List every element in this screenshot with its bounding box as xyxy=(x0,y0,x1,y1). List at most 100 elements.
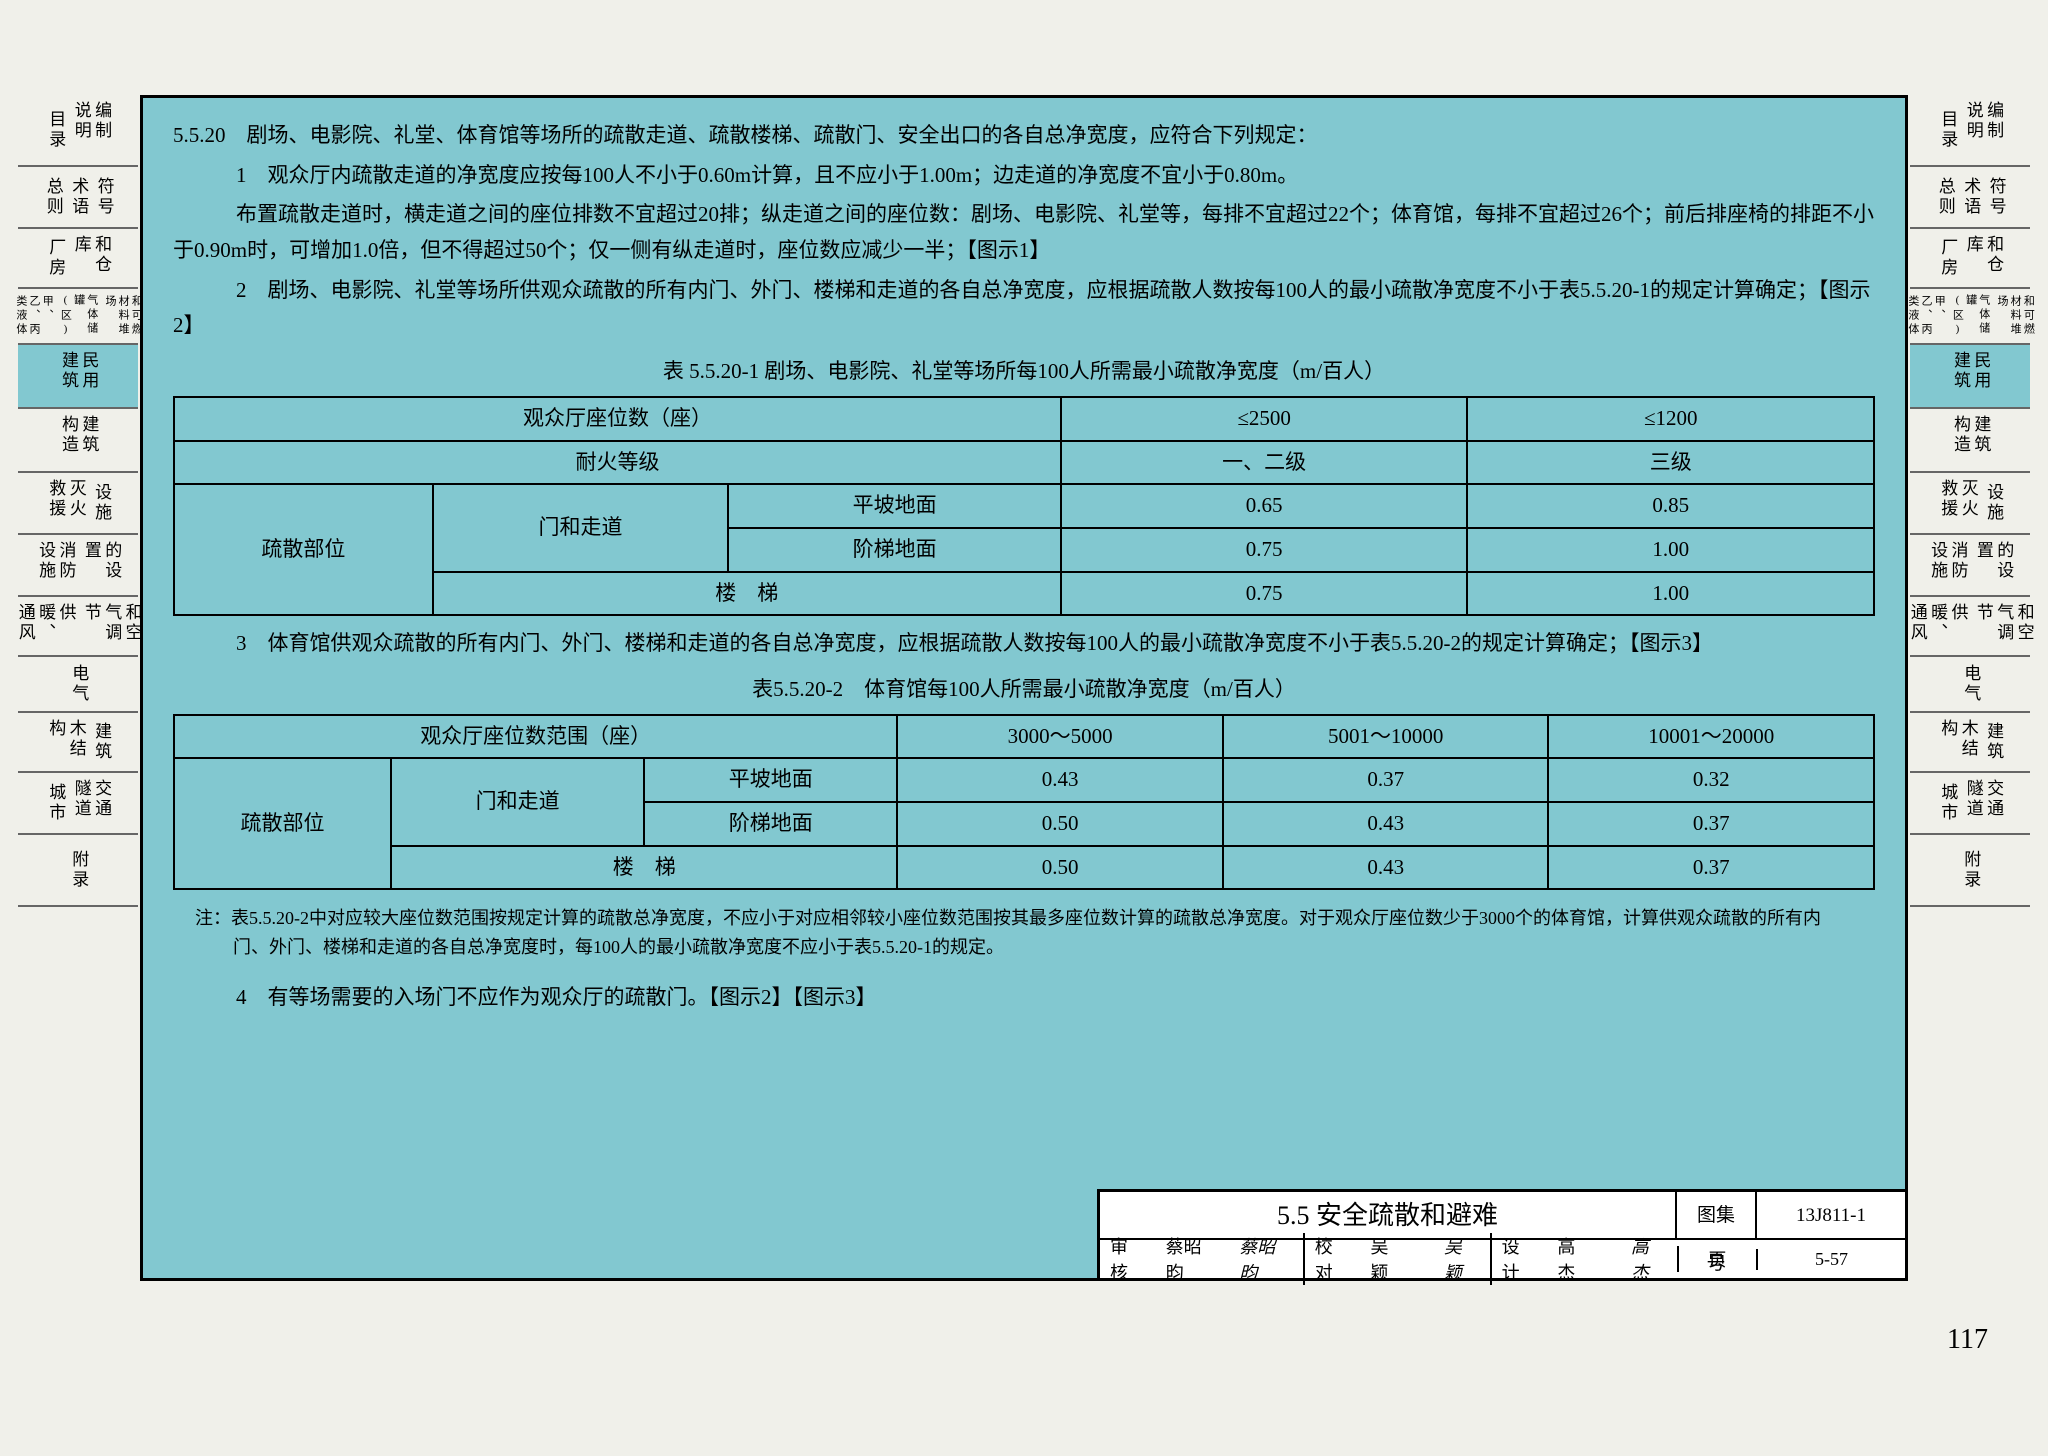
sidebar-tab-10[interactable]: 木结构建筑 xyxy=(1910,713,2030,773)
sidebar-tab-text: 术语 xyxy=(68,177,88,217)
t2-c1: 3000～5000 xyxy=(897,715,1223,759)
t2-seats-header: 观众厅座位数范围（座） xyxy=(174,715,897,759)
design-sig: 高杰 xyxy=(1621,1233,1677,1285)
sidebar-tab-7[interactable]: 消防设施的设置 xyxy=(1910,535,2030,597)
sidebar-tab-text: 厂房 xyxy=(1937,238,1957,278)
sidebar-tab-text: 总则 xyxy=(1934,177,1954,217)
right-sidebar: 目录编制说明总则术语符号厂房和仓库甲、乙、丙类液体气体储罐(区)和可燃材料堆场民… xyxy=(1910,95,2030,1276)
sidebar-tab-text: 灭火救援 xyxy=(1937,479,1978,527)
sidebar-tab-text: 建筑构造 xyxy=(58,415,99,465)
sidebar-tab-6[interactable]: 灭火救援设施 xyxy=(1910,473,2030,535)
sidebar-tab-2[interactable]: 厂房和仓库 xyxy=(18,229,138,289)
sidebar-tab-3[interactable]: 甲、乙、丙类液体气体储罐(区)和可燃材料堆场 xyxy=(18,289,138,345)
sidebar-tab-text: 供暖、通风 xyxy=(1906,603,1967,649)
proof-label: 校对 xyxy=(1303,1233,1361,1285)
sidebar-tab-text: 设施 xyxy=(1983,483,2003,523)
sidebar-tab-5[interactable]: 建筑构造 xyxy=(18,409,138,473)
sidebar-tab-0[interactable]: 目录编制说明 xyxy=(1910,95,2030,167)
sidebar-tab-text: 的设置 xyxy=(1973,541,2014,589)
t1-r2c1: 0.75 xyxy=(1061,528,1468,572)
sidebar-tab-text: 编制说明 xyxy=(1962,101,2003,159)
para-5520: 5.5.20 剧场、电影院、礼堂、体育馆等场所的疏散走道、疏散楼梯、疏散门、安全… xyxy=(173,118,1875,154)
t1-evac: 疏散部位 xyxy=(174,484,433,615)
sidebar-tab-9[interactable]: 电气 xyxy=(18,657,138,713)
sidebar-tab-text: 气体储罐(区) xyxy=(1950,294,1990,338)
t2-stairfloor: 阶梯地面 xyxy=(644,802,897,846)
content-body: 5.5.20 剧场、电影院、礼堂、体育馆等场所的疏散走道、疏散楼梯、疏散门、安全… xyxy=(143,98,1905,1030)
sidebar-tab-7[interactable]: 消防设施的设置 xyxy=(18,535,138,597)
sidebar-tab-8[interactable]: 供暖、通风和空气调节 xyxy=(1910,597,2030,657)
proof-name: 吴 颖 xyxy=(1360,1233,1434,1285)
sidebar-tab-text: 设施 xyxy=(91,483,111,523)
page-no: 5-57 xyxy=(1756,1249,1905,1270)
sidebar-tab-text: 供暖、通风 xyxy=(14,603,75,649)
sidebar-tab-text: 和空气调节 xyxy=(1973,603,2034,649)
t2-r1-2: 0.32 xyxy=(1548,758,1874,802)
sidebar-tab-text: 和仓库 xyxy=(70,235,111,281)
t1-f1: 一、二级 xyxy=(1061,441,1468,485)
page-label: 页 xyxy=(1677,1246,1757,1272)
table2-note: 注：表5.5.20-2中对应较大座位数范围按规定计算的疏散总净宽度，不应小于对应… xyxy=(173,900,1875,966)
sidebar-tab-text: 和可燃材料堆场 xyxy=(1995,295,2035,337)
sidebar-tab-4[interactable]: 民用建筑 xyxy=(18,345,138,409)
sidebar-tab-text: 术语 xyxy=(1960,177,1980,217)
t2-r1-1: 0.37 xyxy=(1223,758,1549,802)
sidebar-tab-text: 附录 xyxy=(68,850,88,890)
sidebar-tab-1[interactable]: 总则术语符号 xyxy=(18,167,138,229)
t1-c1: ≤2500 xyxy=(1061,397,1468,441)
sidebar-tab-text: 甲、乙、丙类液体 xyxy=(1906,295,1946,337)
sidebar-tab-text: 木结构 xyxy=(45,719,86,765)
sidebar-tab-0[interactable]: 目录编制说明 xyxy=(18,95,138,167)
t1-stairs: 楼 梯 xyxy=(433,572,1061,616)
sidebar-tab-12[interactable]: 附录 xyxy=(18,835,138,907)
album-label: 图集号 xyxy=(1675,1192,1755,1238)
t2-r3-2: 0.37 xyxy=(1548,846,1874,890)
sidebar-tab-10[interactable]: 木结构建筑 xyxy=(18,713,138,773)
sidebar-tab-text: 城市 xyxy=(45,783,65,823)
sidebar-tab-8[interactable]: 供暖、通风和空气调节 xyxy=(18,597,138,657)
sidebar-tab-12[interactable]: 附录 xyxy=(1910,835,2030,907)
left-sidebar: 目录编制说明总则术语符号厂房和仓库甲、乙、丙类液体气体储罐(区)和可燃材料堆场民… xyxy=(18,95,138,1276)
sidebar-tab-text: 建筑 xyxy=(1983,722,2003,762)
sidebar-tab-text: 民用建筑 xyxy=(1950,351,1991,401)
page-frame: 5.5.20 剧场、电影院、礼堂、体育馆等场所的疏散走道、疏散楼梯、疏散门、安全… xyxy=(140,95,1908,1281)
page-number: 117 xyxy=(1947,1324,1988,1356)
t1-f2: 三级 xyxy=(1467,441,1874,485)
review-name: 蔡昭昀 xyxy=(1156,1233,1230,1285)
t1-r2c2: 1.00 xyxy=(1467,528,1874,572)
sidebar-tab-2[interactable]: 厂房和仓库 xyxy=(1910,229,2030,289)
sidebar-tab-6[interactable]: 灭火救援设施 xyxy=(18,473,138,535)
table2-title: 表5.5.20-2 体育馆每100人所需最小疏散净宽度（m/百人） xyxy=(173,672,1875,708)
sidebar-tab-text: 交通隧道 xyxy=(1962,779,2003,827)
sidebar-tab-text: 气体储罐(区) xyxy=(58,294,98,338)
sidebar-tab-3[interactable]: 甲、乙、丙类液体气体储罐(区)和可燃材料堆场 xyxy=(1910,289,2030,345)
t2-door: 门和走道 xyxy=(391,758,644,845)
t1-fire-header: 耐火等级 xyxy=(174,441,1061,485)
table-5520-1: 观众厅座位数（座） ≤2500 ≤1200 耐火等级 一、二级 三级 疏散部位 … xyxy=(173,396,1875,616)
sidebar-tab-1[interactable]: 总则术语符号 xyxy=(1910,167,2030,229)
sidebar-tab-11[interactable]: 城市交通隧道 xyxy=(18,773,138,835)
para-layout: 布置疏散走道时，横走道之间的座位排数不宜超过20排；纵走道之间的座位数：剧场、电… xyxy=(173,197,1875,268)
para-item1: 1 观众厅内疏散走道的净宽度应按每100人不小于0.60m计算，且不应小于1.0… xyxy=(173,158,1875,194)
sidebar-tab-text: 灭火救援 xyxy=(45,479,86,527)
review-label: 审核 xyxy=(1100,1233,1156,1285)
para-item4: 4 有等场需要的入场门不应作为观众厅的疏散门。【图示2】【图示3】 xyxy=(173,980,1875,1016)
t1-r1c1: 0.65 xyxy=(1061,484,1468,528)
sidebar-tab-text: 建筑构造 xyxy=(1950,415,1991,465)
t2-r2-0: 0.50 xyxy=(897,802,1223,846)
title-block: 5.5 安全疏散和避难 图集号 13J811-1 审核 蔡昭昀 蔡昭昀 校对 吴… xyxy=(1097,1189,1905,1278)
para-item3: 3 体育馆供观众疏散的所有内门、外门、楼梯和走道的各自总净宽度，应根据疏散人数按… xyxy=(173,626,1875,662)
album-no: 13J811-1 xyxy=(1755,1192,1905,1238)
sidebar-tab-11[interactable]: 城市交通隧道 xyxy=(1910,773,2030,835)
sidebar-tab-5[interactable]: 建筑构造 xyxy=(1910,409,2030,473)
sidebar-tab-text: 和可燃材料堆场 xyxy=(103,295,143,337)
design-label: 设计 xyxy=(1490,1233,1548,1285)
sidebar-tab-text: 编制说明 xyxy=(70,101,111,159)
sidebar-tab-text: 和空气调节 xyxy=(81,603,142,649)
sidebar-tab-4[interactable]: 民用建筑 xyxy=(1910,345,2030,409)
t1-r3c2: 1.00 xyxy=(1467,572,1874,616)
t1-r3c1: 0.75 xyxy=(1061,572,1468,616)
sidebar-tab-9[interactable]: 电气 xyxy=(1910,657,2030,713)
sidebar-tab-text: 总则 xyxy=(42,177,62,217)
sidebar-tab-text: 甲、乙、丙类液体 xyxy=(14,295,54,337)
